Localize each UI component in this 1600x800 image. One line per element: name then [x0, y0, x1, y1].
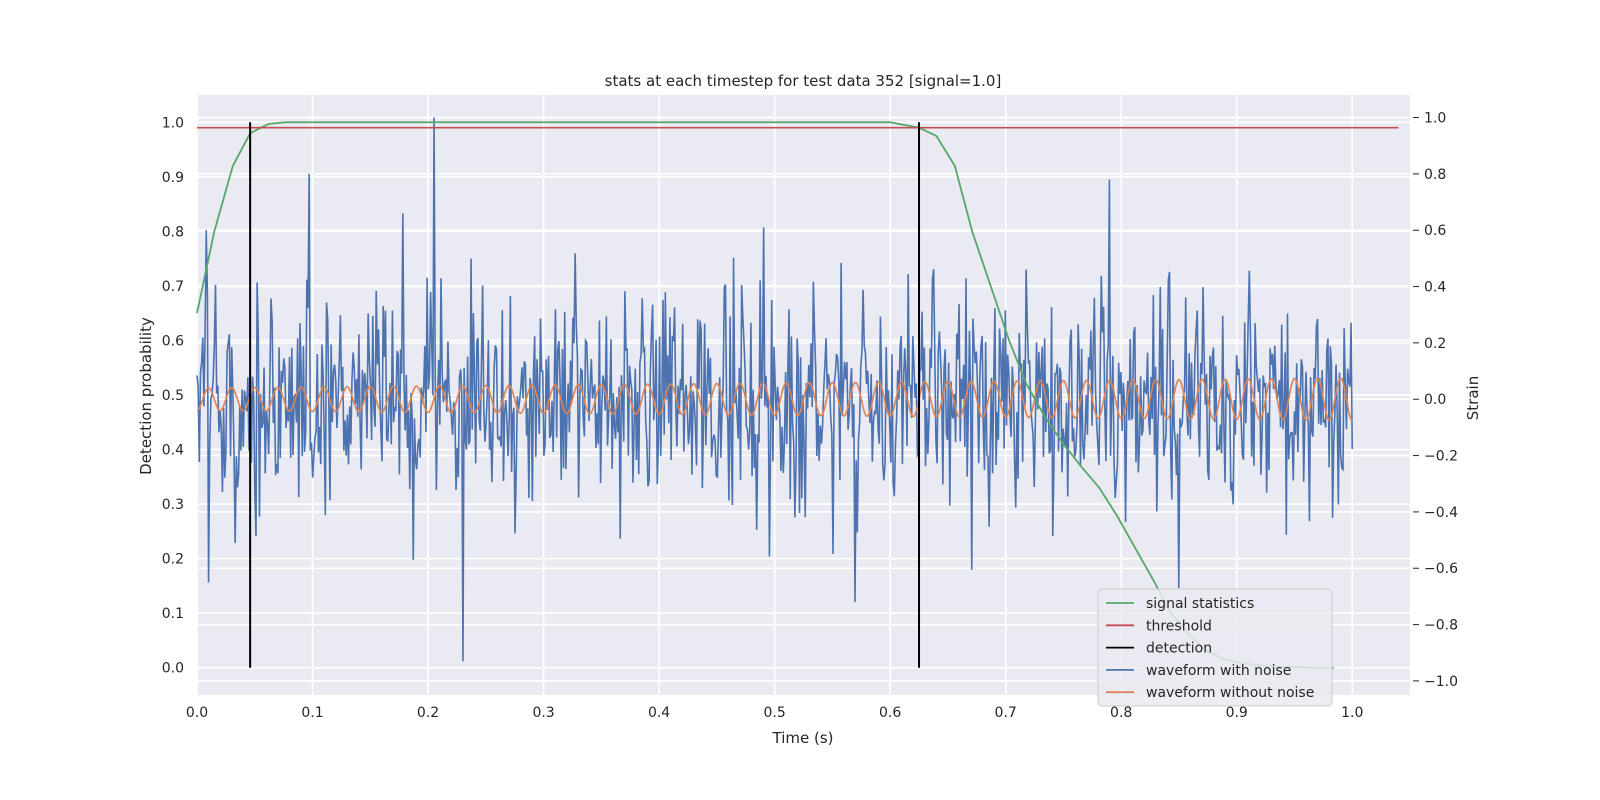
- y-tick-label-0: 0.0: [162, 661, 184, 677]
- y-tick-label-9: 0.9: [162, 170, 184, 186]
- y-tick-label-7: 0.7: [162, 279, 184, 295]
- x-tick-label-4: 0.4: [648, 705, 670, 721]
- x-tick-label-2: 0.2: [417, 705, 439, 721]
- y2-tick-label-9: 0.8: [1424, 167, 1446, 183]
- x-tick-label-0: 0.0: [186, 705, 208, 721]
- x-tick-label-8: 0.8: [1110, 705, 1132, 721]
- x-tick-label-6: 0.6: [879, 705, 901, 721]
- y2-axis-label: Strain: [1464, 376, 1482, 420]
- legend-box: [1097, 588, 1333, 707]
- y2-tick-label-3: −0.4: [1424, 505, 1458, 521]
- legend-item-3: waveform with noise: [1146, 663, 1291, 679]
- x-tick-label-9: 0.9: [1226, 705, 1248, 721]
- y-tick-label-10: 1.0: [162, 115, 184, 131]
- y2-tick-label-0: −1.0: [1424, 674, 1458, 690]
- y2-tick-label-6: 0.2: [1424, 336, 1446, 352]
- x-tick-label-10: 1.0: [1341, 705, 1363, 721]
- legend-item-1: threshold: [1146, 618, 1212, 634]
- x-tick-label-7: 0.7: [995, 705, 1017, 721]
- y2-tick-label-8: 0.6: [1424, 223, 1446, 239]
- y-tick-label-6: 0.6: [162, 333, 184, 349]
- legend: signal statistics threshold detection wavef…: [1097, 588, 1333, 707]
- x-axis: 0.0 0.1 0.2 0.3 0.4 0.5 0.6 0.7 0.8 0.9 1.0: [186, 705, 1364, 721]
- y-axis-label: Detection probability: [137, 317, 155, 475]
- y-tick-label-3: 0.3: [162, 497, 184, 513]
- y2-tick-label-7: 0.4: [1424, 280, 1446, 296]
- x-tick-label-3: 0.3: [532, 705, 554, 721]
- y-tick-label-8: 0.8: [162, 224, 184, 240]
- legend-item-2: detection: [1146, 641, 1212, 657]
- y-tick-label-2: 0.2: [162, 552, 184, 568]
- x-tick-label-1: 0.1: [301, 705, 323, 721]
- legend-item-0: signal statistics: [1146, 596, 1254, 612]
- y2-tick-label-2: −0.6: [1424, 561, 1458, 577]
- legend-item-4: waveform without noise: [1146, 685, 1314, 701]
- y2-tick-label-4: −0.2: [1424, 449, 1458, 465]
- y2-tick-label-1: −0.8: [1424, 618, 1458, 634]
- y-tick-label-4: 0.4: [162, 443, 184, 459]
- y-tick-label-1: 0.1: [162, 606, 184, 622]
- x-tick-label-5: 0.5: [763, 705, 785, 721]
- x-axis-label: Time (s): [772, 729, 834, 747]
- plot-marks: [196, 117, 1399, 669]
- y-tick-label-5: 0.5: [162, 388, 184, 404]
- y2-tick-label-5: 0.0: [1424, 392, 1446, 408]
- series-waveform-without-noise: [196, 377, 1353, 422]
- y-axis-left: 0.0 0.1 0.2 0.3 0.4 0.5 0.6 0.7 0.8 0.9 1.0: [162, 115, 184, 676]
- chart-title: stats at each timestep for test data 352…: [605, 72, 1002, 90]
- y2-tick-label-10: 1.0: [1424, 111, 1446, 127]
- y-axis-right: −1.0 −0.8 −0.6 −0.4 −0.2 0.0 0.2 0.4 0.6 0.8 1.0: [1413, 111, 1458, 690]
